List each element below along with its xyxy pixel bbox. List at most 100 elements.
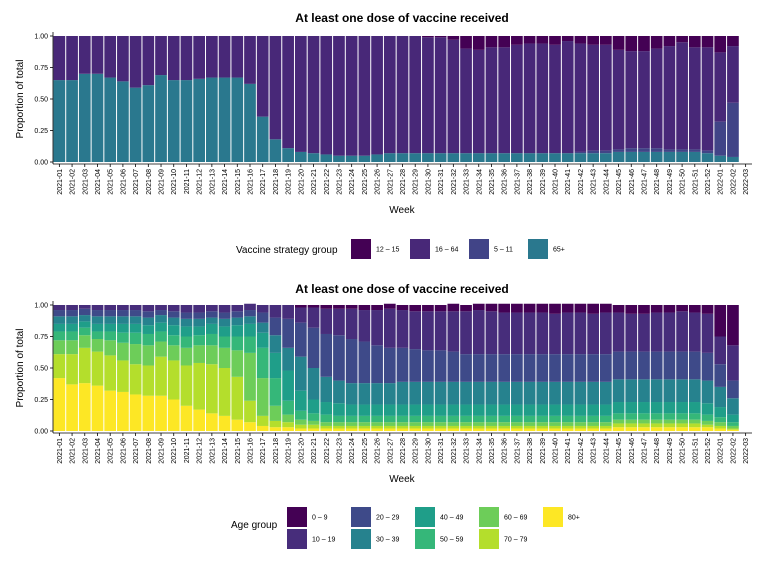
- chart-2-x-tick-label: 2021-04: [95, 438, 102, 464]
- chart-1-x-tick-label: 2021-51: [692, 169, 699, 195]
- chart-2-bar-segment: [714, 425, 727, 429]
- chart-2-x-tick-label: 2021-44: [603, 438, 610, 464]
- chart-2-bar-segment: [320, 428, 333, 431]
- chart-2-bar-segment: [409, 425, 422, 429]
- chart-1-bar-segment: [663, 46, 676, 150]
- chart-2-bar-segment: [294, 424, 307, 429]
- chart-2-bar-segment: [422, 350, 434, 382]
- chart-1-x-tick-label: 2021-18: [273, 169, 280, 195]
- chart-1-x-tick-label: 2021-17: [260, 169, 267, 195]
- chart-2-bar-segment: [485, 381, 498, 405]
- chart-1-bar-segment: [66, 36, 78, 81]
- chart-2-bar-segment: [587, 313, 599, 355]
- chart-2-bar-segment: [104, 355, 117, 391]
- chart-2-bar-segment: [676, 305, 688, 312]
- chart-2-bar-segment: [371, 425, 383, 429]
- chart-2-bar-segment: [231, 305, 244, 312]
- chart-2-bar-segment: [53, 354, 66, 379]
- chart-2-x-tick-label: 2021-37: [514, 438, 521, 464]
- chart-2-bar-segment: [396, 404, 409, 416]
- chart-2-bar-segment: [434, 404, 447, 416]
- chart-1-bar-segment: [447, 36, 460, 40]
- chart-2-bar-segment: [155, 395, 167, 431]
- chart-2-x-tick-label: 2021-03: [82, 438, 89, 464]
- chart-2-bar-segment: [117, 323, 129, 333]
- chart-2-bar-segment: [294, 390, 307, 411]
- chart-2-x-tick-label: 2021-45: [616, 438, 623, 464]
- chart-2-x-tick-label: 2021-05: [108, 438, 115, 464]
- chart-2-bar-segment: [167, 325, 180, 336]
- chart-2-bar-segment: [383, 422, 396, 426]
- chart-2-bar-segment: [333, 380, 345, 404]
- chart-2-x-tick-label: 2021-16: [247, 438, 254, 464]
- chart-2-bar-segment: [676, 423, 688, 428]
- chart-2-legend-swatch: [479, 529, 499, 549]
- chart-2-legend-label: 20 – 29: [376, 515, 399, 522]
- chart-2-bar-segment: [320, 305, 333, 309]
- chart-1-bar-segment: [244, 83, 256, 162]
- chart-2-bar-segment: [650, 312, 663, 352]
- chart-2-legend-swatch: [287, 529, 307, 549]
- chart-2-bar-segment: [574, 303, 587, 313]
- chart-1-bar-segment: [587, 150, 599, 154]
- chart-2-bar-segment: [358, 305, 371, 311]
- chart-2-bar-segment: [155, 305, 167, 311]
- chart-2-bar-segment: [485, 422, 498, 426]
- chart-2-bar-segment: [396, 347, 409, 382]
- chart-1-bar-segment: [638, 151, 650, 162]
- chart-2-bar-segment: [180, 347, 193, 366]
- chart-2-bar-segment: [460, 381, 472, 405]
- chart-2-bar-segment: [409, 381, 422, 405]
- chart-1-x-tick-label: 2021-39: [540, 169, 547, 195]
- chart-1-x-axis: 2021-01 2021-02 2021-03 2021-04 2021-05 2021-…: [53, 163, 752, 195]
- chart-2-bar-segment: [472, 381, 485, 405]
- chart-2-bar-segment: [434, 425, 447, 429]
- chart-2-bar-segment: [650, 305, 663, 313]
- chart-2-bar-segment: [650, 413, 663, 420]
- chart-2-bar-segment: [129, 364, 142, 395]
- chart-2-bar-segment: [574, 354, 587, 382]
- chart-1-bar-segment: [536, 153, 549, 162]
- chart-2-bar-segment: [244, 400, 256, 423]
- chart-1-bar-segment: [599, 36, 612, 45]
- chart-1-x-tick-label: 2022-03: [743, 169, 750, 195]
- chart-2-x-tick-label: 2021-09: [159, 438, 166, 464]
- chart-2-bar-segment: [53, 331, 66, 341]
- chart-2-bar-segment: [422, 381, 434, 405]
- chart-1-bar-segment: [193, 36, 206, 79]
- chart-2-bar-segment: [498, 404, 511, 416]
- chart-1-bar-segment: [523, 36, 536, 44]
- chart-2-bar-segment: [117, 316, 129, 324]
- chart-1-bar-segment: [714, 36, 727, 53]
- chart-2-bar-segment: [117, 360, 129, 392]
- chart-1-bar-segment: [294, 36, 307, 152]
- chart-2-bar-segment: [345, 305, 358, 309]
- chart-2-bar-segment: [587, 422, 599, 426]
- chart-2-bar-segment: [511, 415, 523, 423]
- chart-2-bar-segment: [447, 381, 460, 405]
- chart-2-bar-segment: [244, 316, 256, 324]
- chart-1-bar-segment: [701, 36, 714, 48]
- chart-2-bar-segment: [638, 351, 650, 380]
- chart-2-bar-segment: [714, 422, 727, 426]
- chart-2-bar-segment: [294, 428, 307, 431]
- chart-2-bar-segment: [727, 305, 739, 346]
- chart-2-bar-segment: [625, 427, 638, 431]
- chart-1-y-axis-label: Proportion of total: [15, 60, 26, 139]
- chart-1-y-tick-label: 1.00: [34, 34, 48, 41]
- chart-1-bar-segment: [498, 47, 511, 154]
- chart-2-bar-segment: [167, 399, 180, 431]
- chart-1-bar-segment: [167, 36, 180, 81]
- chart-2-bar-segment: [206, 323, 218, 334]
- chart-2-bar-segment: [727, 345, 739, 381]
- chart-2-bar-segment: [269, 305, 282, 318]
- chart-2-bar-segment: [320, 414, 333, 423]
- chart-2-bar-segment: [625, 379, 638, 403]
- chart-1-bar-segment: [129, 36, 142, 88]
- chart-1-bar-segment: [53, 80, 66, 162]
- chart-2-bar-segment: [333, 428, 345, 431]
- chart-2-bar-segment: [638, 313, 650, 352]
- chart-1-x-tick-label: 2021-42: [578, 169, 585, 195]
- chart-2-bar-segment: [142, 325, 155, 334]
- chart-2-bar-segment: [727, 422, 739, 426]
